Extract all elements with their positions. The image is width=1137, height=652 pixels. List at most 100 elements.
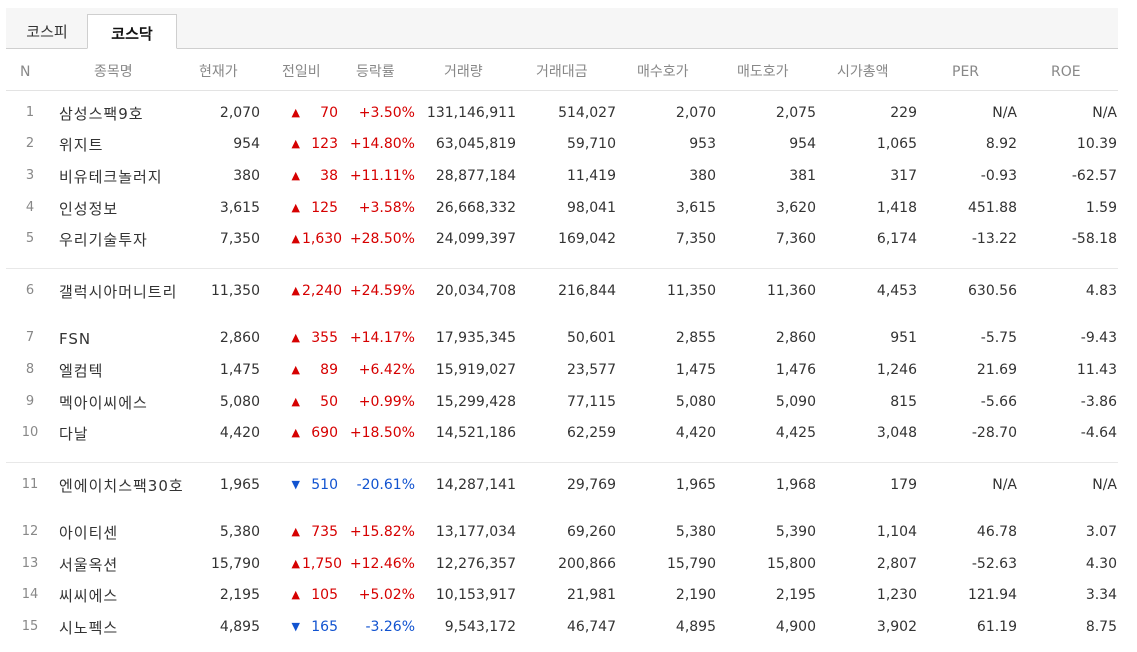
per-value: 21.69 <box>976 362 1017 378</box>
ask-price: 2,860 <box>775 330 816 346</box>
current-price: 5,080 <box>219 394 260 410</box>
per-value: 61.19 <box>976 619 1017 635</box>
stock-rank: 4 <box>25 200 35 215</box>
bid-price: 2,070 <box>675 105 716 121</box>
tab-kosdaq[interactable]: 코스닥 <box>87 14 177 49</box>
header-cap: 시가총액 <box>837 64 889 80</box>
ask-price: 1,968 <box>775 477 816 493</box>
stock-name[interactable]: 삼성스팩9호 <box>59 105 144 123</box>
trade-amount: 77,115 <box>567 394 616 410</box>
header-volume: 거래량 <box>444 64 483 80</box>
header-n: N <box>20 64 31 80</box>
stock-rank: 6 <box>25 283 35 298</box>
trade-amount: 50,601 <box>567 330 616 346</box>
bid-price: 5,380 <box>675 524 716 540</box>
change-direction-icon: ▲ <box>291 426 300 439</box>
market-cap: 4,453 <box>876 283 917 299</box>
ask-price: 4,425 <box>775 425 816 441</box>
volume: 9,543,172 <box>444 619 516 635</box>
tab-kospi[interactable]: 코스피 <box>26 23 68 41</box>
bid-price: 3,615 <box>675 200 716 216</box>
stock-name[interactable]: 위지트 <box>59 136 104 154</box>
change-direction-icon: ▲ <box>291 557 300 570</box>
per-value: 451.88 <box>968 200 1017 216</box>
stock-name[interactable]: 씨씨에스 <box>59 587 119 605</box>
roe-value: -4.64 <box>1080 425 1117 441</box>
header-change: 전일비 <box>282 64 321 80</box>
market-cap: 1,230 <box>876 587 917 603</box>
volume: 15,299,428 <box>435 394 516 410</box>
change-value: 38 <box>320 168 338 184</box>
trade-amount: 23,577 <box>567 362 616 378</box>
group-divider <box>6 462 1118 463</box>
header-ask: 매도호가 <box>737 64 789 80</box>
ask-price: 954 <box>789 136 816 152</box>
roe-value: -58.18 <box>1071 231 1117 247</box>
stock-name[interactable]: 멕아이씨에스 <box>59 394 148 412</box>
market-cap: 317 <box>890 168 917 184</box>
ask-price: 15,800 <box>767 556 816 572</box>
roe-value: 8.75 <box>1085 619 1117 635</box>
stock-name[interactable]: 우리기술투자 <box>59 231 148 249</box>
current-price: 5,380 <box>219 524 260 540</box>
bid-price: 1,965 <box>675 477 716 493</box>
stock-name[interactable]: 서울옥션 <box>59 556 119 574</box>
change-rate: +18.50% <box>349 425 415 441</box>
stock-name[interactable]: 엘컴텍 <box>59 362 104 380</box>
current-price: 15,790 <box>211 556 260 572</box>
per-value: -5.66 <box>980 394 1017 410</box>
ask-price: 2,075 <box>775 105 816 121</box>
stock-name[interactable]: FSN <box>59 330 92 348</box>
ask-price: 2,195 <box>775 587 816 603</box>
stock-name[interactable]: 아이티센 <box>59 524 119 542</box>
stock-name[interactable]: 시노펙스 <box>59 619 119 637</box>
change-rate: +14.17% <box>349 330 415 346</box>
volume: 14,521,186 <box>435 425 516 441</box>
volume: 15,919,027 <box>435 362 516 378</box>
change-value: 105 <box>311 587 338 603</box>
stock-name[interactable]: 다날 <box>59 425 89 443</box>
current-price: 1,965 <box>219 477 260 493</box>
stock-rank: 5 <box>25 231 35 246</box>
header-roe: ROE <box>1051 64 1081 80</box>
roe-value: 3.34 <box>1085 587 1117 603</box>
market-cap: 1,104 <box>876 524 917 540</box>
volume: 24,099,397 <box>435 231 516 247</box>
stock-rank: 15 <box>21 619 39 634</box>
stock-name[interactable]: 엔에이치스팩30호 <box>59 477 184 495</box>
volume: 12,276,357 <box>435 556 516 572</box>
header-bid: 매수호가 <box>637 64 689 80</box>
roe-value: N/A <box>1092 477 1117 493</box>
current-price: 2,070 <box>219 105 260 121</box>
stock-name[interactable]: 갤럭시아머니트리 <box>59 283 178 301</box>
change-rate: +28.50% <box>349 231 415 247</box>
current-price: 3,615 <box>219 200 260 216</box>
roe-value: 4.30 <box>1085 556 1117 572</box>
market-tab-bar: 코스피 코스닥 <box>6 8 1118 49</box>
change-rate: +11.11% <box>349 168 415 184</box>
market-cap: 6,174 <box>876 231 917 247</box>
per-value: -13.22 <box>971 231 1017 247</box>
per-value: 46.78 <box>976 524 1017 540</box>
stock-name[interactable]: 비유테크놀러지 <box>59 168 163 186</box>
market-cap: 3,048 <box>876 425 917 441</box>
stock-rank: 3 <box>25 168 35 183</box>
change-value: 1,630 <box>302 231 343 247</box>
volume: 10,153,917 <box>435 587 516 603</box>
change-rate: -3.26% <box>365 619 415 635</box>
market-cap: 1,246 <box>876 362 917 378</box>
change-direction-icon: ▲ <box>291 169 300 182</box>
stock-rank: 2 <box>25 136 35 151</box>
change-direction-icon: ▲ <box>291 106 300 119</box>
header-rate: 등락률 <box>356 64 395 80</box>
trade-amount: 514,027 <box>558 105 616 121</box>
bid-price: 4,895 <box>675 619 716 635</box>
change-direction-icon: ▲ <box>291 525 300 538</box>
ask-price: 381 <box>789 168 816 184</box>
change-value: 50 <box>320 394 338 410</box>
change-rate: +5.02% <box>358 587 415 603</box>
trade-amount: 62,259 <box>567 425 616 441</box>
stock-name[interactable]: 인성정보 <box>59 200 119 218</box>
market-cap: 179 <box>890 477 917 493</box>
